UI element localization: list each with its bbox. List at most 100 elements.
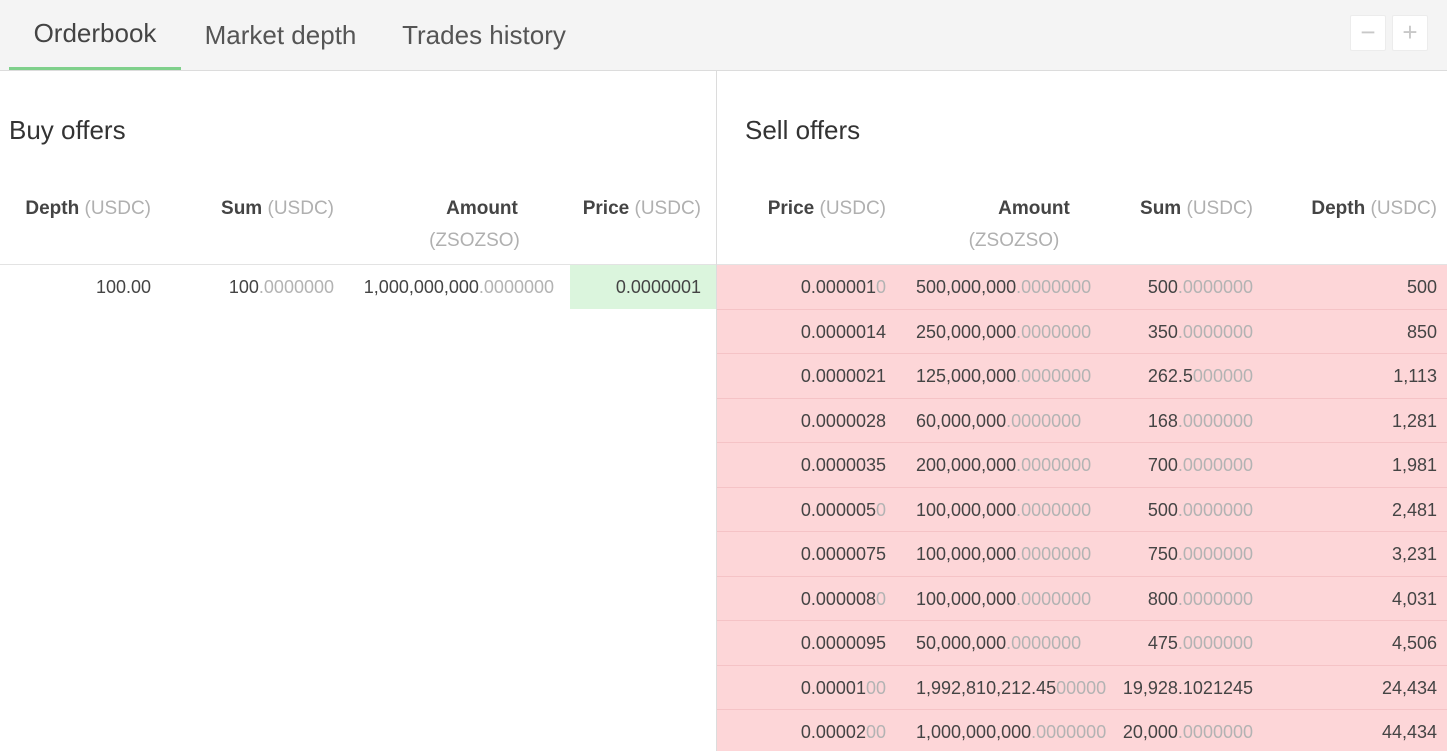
buy-offers-title: Buy offers xyxy=(9,115,126,145)
amount-decimals: .0000000 xyxy=(1016,544,1092,564)
sum-value: 475 xyxy=(1147,633,1178,653)
price-cell: 0.0000075 xyxy=(717,532,886,576)
depth-cell: 1,113 xyxy=(1277,354,1437,398)
col-label: Amount xyxy=(998,198,1070,219)
depth-value: 850 xyxy=(1406,321,1437,342)
sell-offer-row[interactable]: 0.0000080 100,000,000.0000000 800.000000… xyxy=(717,576,1447,621)
depth-cell: 1,981 xyxy=(1277,443,1437,487)
sum-decimals: .0000000 xyxy=(1177,722,1253,742)
col-label: Depth xyxy=(1311,198,1366,219)
header-divider xyxy=(0,264,716,265)
amount-cell: 500,000,000.0000000 xyxy=(916,265,1106,309)
amount-value: 125,000,000 xyxy=(916,366,1017,386)
sum-cell: 475.0000000 xyxy=(1097,621,1253,665)
sell-offer-row[interactable]: 0.0000050 100,000,000.0000000 500.000000… xyxy=(717,487,1447,532)
amount-decimals: .0000000 xyxy=(1031,722,1107,742)
col-label: Price xyxy=(767,198,815,219)
amount-value: 250,000,000 xyxy=(916,321,1017,342)
price-cell: 0.0000035 xyxy=(717,443,886,487)
amount-decimals: .0000000 xyxy=(1016,321,1092,342)
price-value: 0.0000035 xyxy=(800,455,886,475)
buy-col-sum-header[interactable]: Sum (USDC) xyxy=(160,197,334,221)
sum-cell: 800.0000000 xyxy=(1097,577,1253,621)
sum-value: 700 xyxy=(1147,455,1178,475)
amount-value: 1,992,810,212.45 xyxy=(916,677,1057,698)
plus-icon: + xyxy=(1402,17,1418,47)
price-cell: 0.0000001 xyxy=(570,265,716,309)
amount-cell: 1,000,000,000.0000000 xyxy=(916,710,1106,751)
price-decimals: 0 xyxy=(875,277,886,297)
depth-value: 1,113 xyxy=(1393,366,1437,386)
amount-cell: 100,000,000.0000000 xyxy=(916,577,1106,621)
depth-cell: 24,434 xyxy=(1277,666,1437,710)
amount-cell: 1,000,000,000.0000000 xyxy=(340,265,554,309)
sum-decimals: .0000000 xyxy=(258,277,334,297)
sum-cell: 262.5000000 xyxy=(1097,354,1253,398)
price-value: 0.0000001 xyxy=(615,277,701,297)
amount-decimals: .0000000 xyxy=(1016,455,1092,475)
zoom-in-button[interactable]: + xyxy=(1392,15,1428,51)
amount-decimals: .0000000 xyxy=(1006,410,1082,431)
depth-cell: 3,231 xyxy=(1277,532,1437,576)
minus-icon: − xyxy=(1360,17,1376,47)
buy-col-depth-header[interactable]: Depth (USDC) xyxy=(0,197,151,221)
depth-value: 44,434 xyxy=(1381,722,1437,742)
amount-value: 200,000,000 xyxy=(916,455,1017,475)
price-cell: 0.0000080 xyxy=(717,577,886,621)
sum-cell: 168.0000000 xyxy=(1097,399,1253,443)
tab-market-depth[interactable]: Market depth xyxy=(204,20,357,50)
price-value: 0.0000021 xyxy=(800,366,886,386)
buy-offer-row[interactable]: 100.00 100.0000000 1,000,000,000.0000000… xyxy=(0,265,716,310)
sell-offer-row[interactable]: 0.0000100 1,992,810,212.4500000 19,928.1… xyxy=(717,665,1447,710)
price-cell: 0.0000014 xyxy=(717,310,886,354)
price-decimals: 0 xyxy=(875,499,886,520)
sum-decimals: .0000000 xyxy=(1177,633,1253,653)
sell-offer-row[interactable]: 0.0000028 60,000,000.0000000 168.0000000… xyxy=(717,398,1447,443)
sum-decimals: .0000000 xyxy=(1177,588,1253,609)
depth-value: 3,231 xyxy=(1391,544,1437,564)
price-cell: 0.0000028 xyxy=(717,399,886,443)
col-label: Sum xyxy=(221,198,263,219)
amount-cell: 60,000,000.0000000 xyxy=(916,399,1106,443)
amount-decimals: .0000000 xyxy=(1006,633,1082,653)
buy-col-price-header[interactable]: Price (USDC) xyxy=(570,197,701,221)
col-unit: (USDC) xyxy=(1370,198,1438,219)
sell-offer-row[interactable]: 0.0000035 200,000,000.0000000 700.000000… xyxy=(717,443,1447,488)
col-label: Sum xyxy=(1140,198,1182,219)
header-divider xyxy=(717,264,1447,265)
depth-cell: 4,031 xyxy=(1277,577,1437,621)
sell-offer-row[interactable]: 0.0000075 100,000,000.0000000 750.000000… xyxy=(717,532,1447,577)
sell-col-price-header[interactable]: Price (USDC) xyxy=(717,197,886,221)
tab-orderbook[interactable]: Orderbook xyxy=(9,0,181,70)
sum-cell: 750.0000000 xyxy=(1097,532,1253,576)
sum-decimals: .0000000 xyxy=(1177,321,1253,342)
col-unit: (USDC) xyxy=(84,198,152,219)
col-unit: (USDC) xyxy=(1186,198,1254,219)
depth-value: 4,506 xyxy=(1391,633,1437,653)
sell-col-depth-header[interactable]: Depth (USDC) xyxy=(1277,197,1437,221)
depth-cell: 1,281 xyxy=(1277,399,1437,443)
amount-decimals: .0000000 xyxy=(1016,499,1092,520)
sell-col-sum-header[interactable]: Sum (USDC) xyxy=(1107,197,1253,221)
sell-col-amount-header[interactable]: Amount (ZSOZSO) xyxy=(947,197,1111,253)
amount-decimals: .0000000 xyxy=(1016,366,1092,386)
amount-cell: 100,000,000.0000000 xyxy=(916,488,1106,532)
sum-value: 20,000 xyxy=(1122,722,1178,742)
sell-offer-row[interactable]: 0.0000095 50,000,000.0000000 475.0000000… xyxy=(717,621,1447,666)
sell-offer-row[interactable]: 0.0000014 250,000,000.0000000 350.000000… xyxy=(717,309,1447,354)
sell-offer-row[interactable]: 0.0000200 1,000,000,000.0000000 20,000.0… xyxy=(717,710,1447,751)
price-cell: 0.0000100 xyxy=(717,666,886,710)
sell-offer-row[interactable]: 0.0000021 125,000,000.0000000 262.500000… xyxy=(717,354,1447,399)
col-unit: (ZSOZSO) xyxy=(429,230,520,251)
amount-cell: 125,000,000.0000000 xyxy=(916,354,1106,398)
price-value: 0.0000095 xyxy=(800,633,886,653)
price-cell: 0.0000050 xyxy=(717,488,886,532)
sell-offer-row[interactable]: 0.0000010 500,000,000.0000000 500.000000… xyxy=(717,265,1447,310)
tab-trades-history[interactable]: Trades history xyxy=(402,20,566,50)
amount-value: 100,000,000 xyxy=(916,588,1017,609)
buy-col-amount-header[interactable]: Amount (ZSOZSO) xyxy=(400,197,554,253)
price-decimals: 0 xyxy=(875,588,886,609)
sum-value: 750 xyxy=(1147,544,1178,564)
amount-value: 500,000,000 xyxy=(916,277,1017,297)
zoom-out-button[interactable]: − xyxy=(1350,15,1386,51)
